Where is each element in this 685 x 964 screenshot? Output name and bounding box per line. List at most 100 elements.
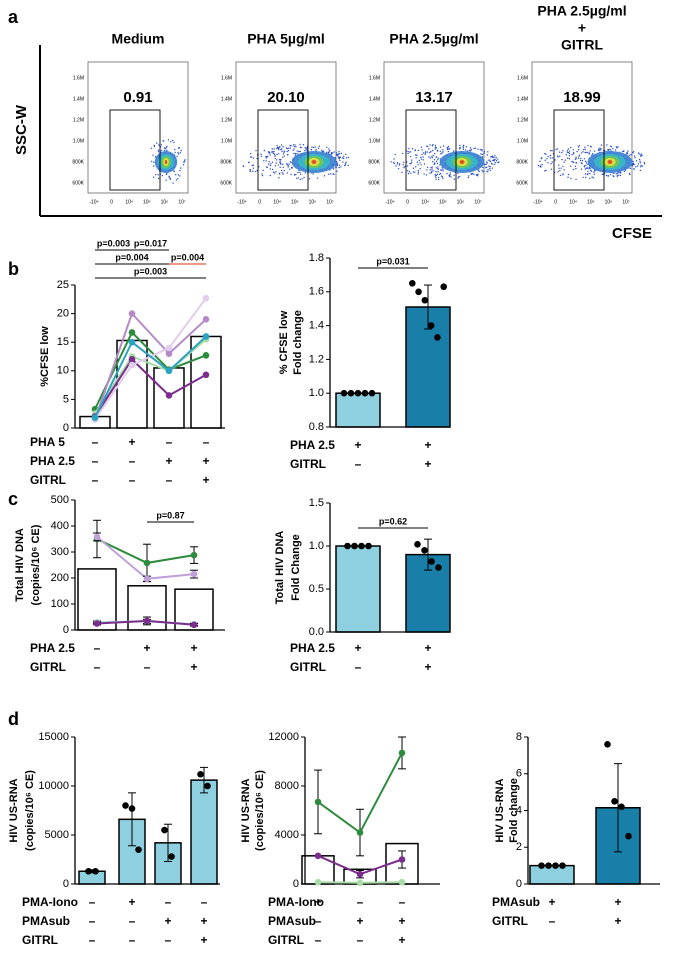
flow-event (394, 153, 396, 156)
flow-event (628, 154, 631, 156)
flow-event (482, 166, 484, 169)
condition-sign: + (548, 895, 555, 909)
flow-event (328, 148, 330, 150)
flow-event (541, 157, 543, 159)
flow-event (315, 149, 317, 151)
y-tick-label: 1.4 (309, 320, 324, 332)
series-line (94, 338, 207, 415)
flow-event (449, 148, 451, 150)
condition-sign: + (424, 438, 431, 452)
condition-label: PMAsub (22, 914, 70, 928)
flow-event (419, 168, 421, 170)
flow-title: PHA 2.5µg/ml (389, 31, 478, 47)
flow-event (442, 149, 444, 151)
data-point (204, 782, 211, 790)
y-tick-label: 20 (57, 308, 69, 320)
flow-event (287, 166, 289, 168)
flow-xtick: 10⁵ (587, 199, 595, 205)
flow-event (164, 148, 167, 150)
series-point (398, 878, 406, 886)
flow-event (450, 176, 452, 178)
flow-event (470, 148, 473, 151)
flow-event (559, 174, 562, 177)
flow-ytick: 1.2M (369, 117, 380, 123)
flow-event (414, 149, 416, 152)
condition-label: GITRL (30, 473, 66, 487)
condition-label: PHA 5 (30, 435, 65, 449)
condition-label: PHA 2.5 (30, 454, 75, 468)
flow-event (340, 166, 342, 168)
flow-event (165, 179, 167, 181)
flow-event (462, 144, 465, 147)
flow-event (338, 156, 341, 158)
flow-event (437, 176, 440, 179)
flow-event (396, 163, 399, 165)
flow-event (272, 171, 275, 173)
y-tick-label: 1.0 (309, 540, 324, 552)
flow-event (402, 152, 404, 155)
flow-density (164, 160, 168, 164)
y-tick-label: 0 (63, 422, 69, 434)
series-point (202, 371, 210, 379)
flow-event (632, 160, 634, 163)
condition-sign: + (202, 454, 209, 468)
series-point (314, 798, 322, 806)
flow-event (489, 165, 491, 168)
flow-event (317, 147, 320, 149)
flow-event (420, 146, 423, 148)
flow-event (575, 162, 577, 164)
flow-ytick: 1.2M (517, 117, 528, 123)
flow-event (623, 170, 626, 173)
flow-event (252, 164, 255, 166)
flow-event (249, 170, 251, 173)
flow-event (495, 157, 497, 159)
flow-xtick: 10⁴ (125, 199, 133, 205)
flow-plot (235, 61, 337, 194)
flow-event (276, 153, 278, 156)
flow-event (325, 151, 328, 153)
flow-event (429, 157, 432, 159)
flow-event (297, 177, 300, 179)
flow-event (572, 161, 574, 163)
flow-event (491, 163, 493, 165)
flow-xtick: 10⁷ (622, 199, 630, 205)
condition-sign: + (200, 914, 207, 928)
flow-event (286, 154, 289, 156)
flow-event (598, 147, 600, 149)
flow-event (486, 162, 488, 164)
flow-event (277, 164, 279, 166)
flow-event (271, 168, 274, 171)
flow-event (421, 153, 423, 156)
flow-event (183, 160, 186, 162)
flow-ytick: 600K (72, 180, 84, 186)
flow-event (581, 162, 583, 165)
flow-event (457, 177, 459, 179)
flow-event (592, 152, 594, 155)
series-point (165, 392, 173, 399)
flow-event (440, 175, 443, 177)
y-tick-label: 400 (51, 520, 69, 532)
flow-event (567, 151, 570, 154)
flow-event (339, 156, 342, 158)
y-tick-label: 8 (516, 731, 522, 743)
flow-xtick: 0 (554, 199, 557, 205)
flow-event (170, 141, 172, 143)
flow-xtick: 10⁷ (326, 199, 334, 205)
data-point (361, 389, 369, 397)
flow-event (587, 172, 589, 175)
condition-label: PHA 2.5 (290, 641, 335, 655)
flow-event (616, 147, 618, 149)
flow-event (417, 171, 420, 173)
flow-event (558, 151, 561, 153)
data-point (625, 832, 632, 840)
flow-event (537, 164, 540, 167)
flow-event (636, 165, 639, 167)
condition-sign: + (190, 660, 197, 674)
flow-event (633, 163, 635, 166)
flow-event (180, 149, 182, 152)
flow-event (299, 171, 301, 174)
flow-event (453, 174, 455, 176)
flow-event (425, 174, 428, 176)
flow-event (469, 147, 472, 149)
flow-event (485, 163, 487, 166)
